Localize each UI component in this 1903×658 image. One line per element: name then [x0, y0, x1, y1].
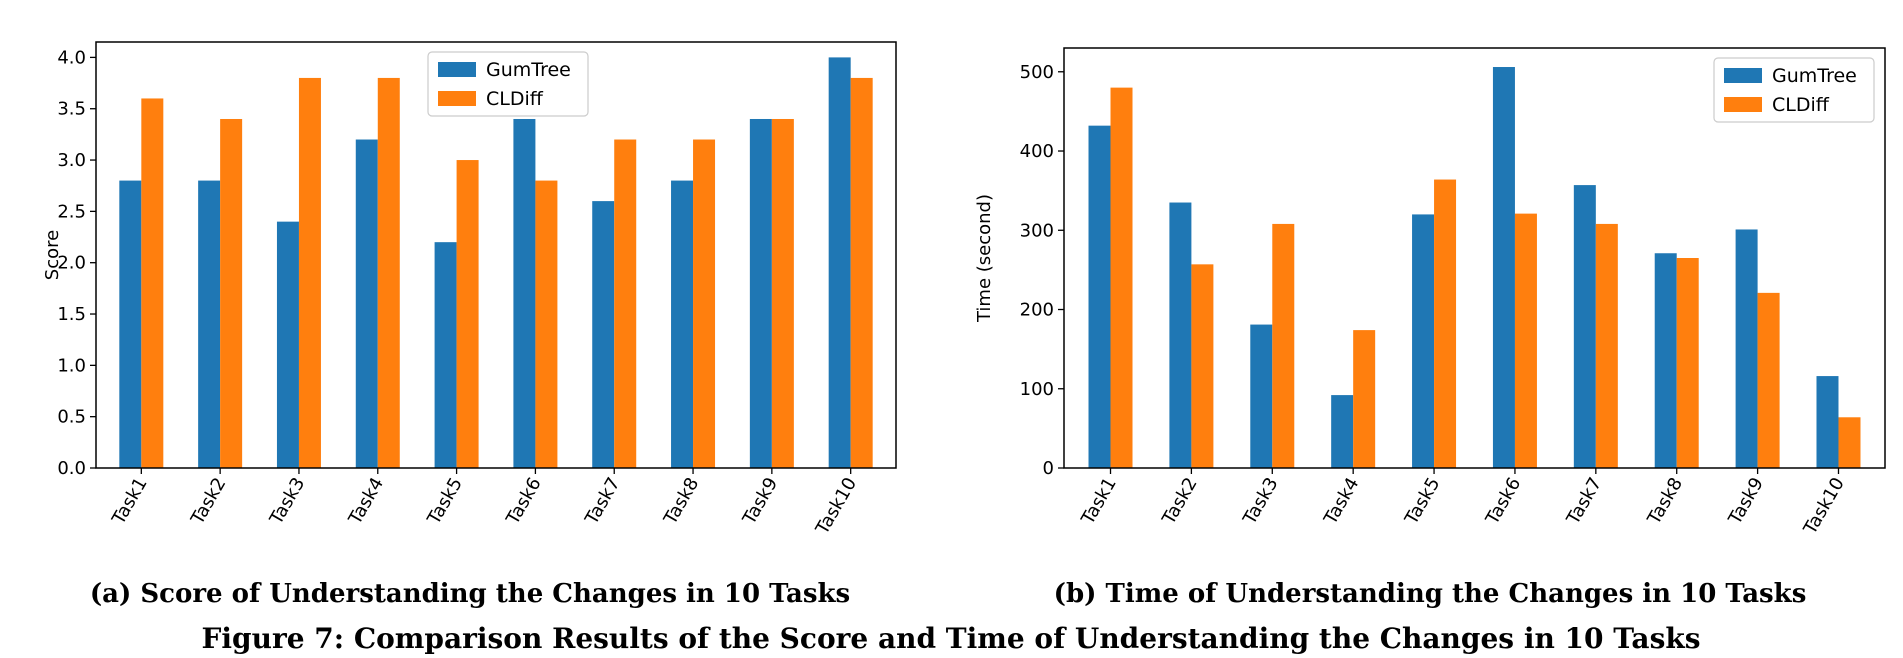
- bar-cldiff-task2: [1191, 264, 1214, 468]
- y-tick-label: 500: [1020, 62, 1054, 83]
- x-tick-label: Task8: [660, 474, 704, 529]
- legend: GumTree CLDiff: [1713, 57, 1875, 123]
- legend-swatch-gumtree: [1724, 68, 1762, 83]
- bar-cldiff-task9: [771, 118, 794, 469]
- y-tick-label: 2.0: [57, 253, 86, 274]
- y-tick-label: 1.5: [57, 304, 86, 325]
- bar-gumtree-task6: [1492, 67, 1515, 469]
- x-tick-label: Task9: [1724, 474, 1768, 529]
- bar-cldiff-task3: [298, 77, 321, 469]
- figure-caption: Figure 7: Comparison Results of the Scor…: [202, 622, 1701, 655]
- bar-gumtree-task5: [434, 242, 457, 468]
- bar-gumtree-task4: [1331, 395, 1354, 468]
- x-tick-label: Task1: [108, 474, 152, 529]
- plot-frame: [95, 41, 897, 469]
- bar-cldiff-task8: [693, 139, 716, 468]
- y-tick-label: 0.0: [57, 458, 86, 479]
- y-tick-label: 3.5: [57, 99, 86, 120]
- bar-gumtree-task10: [828, 57, 851, 469]
- bar-gumtree-task4: [355, 139, 378, 468]
- caption-a: (a) Score of Understanding the Changes i…: [90, 579, 850, 609]
- legend-swatch-cldiff: [438, 91, 476, 106]
- y-tick-label: 3.0: [57, 150, 86, 171]
- bar-gumtree-task10: [1816, 376, 1839, 468]
- x-tick-label: Task10: [1799, 474, 1849, 539]
- bar-gumtree-task8: [671, 180, 694, 468]
- y-tick-label: 2.5: [57, 201, 86, 222]
- bar-cldiff-task5: [1434, 179, 1457, 468]
- bar-cldiff-task10: [850, 77, 873, 469]
- x-tick-label: Task4: [344, 474, 388, 529]
- legend-swatch-cldiff: [1724, 97, 1762, 112]
- bar-cldiff-task7: [614, 139, 637, 468]
- legend-swatch-gumtree: [438, 62, 476, 77]
- x-tick-label: Task6: [502, 474, 546, 529]
- x-tick-label: Task5: [1401, 474, 1445, 529]
- caption-b: (b) Time of Understanding the Changes in…: [1054, 579, 1807, 609]
- bar-cldiff-task7: [1595, 223, 1618, 468]
- bar-gumtree-task1: [119, 180, 142, 468]
- y-tick-label: 400: [1020, 141, 1054, 162]
- bar-gumtree-task8: [1654, 253, 1677, 468]
- x-tick-label: Task7: [581, 474, 625, 529]
- bar-cldiff-task9: [1757, 292, 1780, 468]
- x-tick-label: Task1: [1077, 474, 1121, 529]
- x-tick-label: Task7: [1562, 474, 1606, 529]
- bar-cldiff-task8: [1676, 258, 1699, 468]
- x-tick-label: Task9: [738, 474, 782, 529]
- bar-gumtree-task3: [276, 221, 299, 468]
- bar-gumtree-task7: [1573, 185, 1596, 468]
- y-tick-label: 300: [1020, 220, 1054, 241]
- bar-gumtree-task2: [1169, 202, 1192, 468]
- x-tick-label: Task6: [1481, 474, 1525, 529]
- y-tick-label: 1.0: [57, 355, 86, 376]
- bar-cldiff-task6: [1514, 213, 1537, 468]
- bar-cldiff-task10: [1838, 417, 1861, 468]
- y-tick-label: 0.5: [57, 407, 86, 428]
- chart-time: 0 100 200 300 400 500 Task1 Task2 Task3 Task4 Task…: [974, 47, 1886, 539]
- x-tick-label: Task10: [811, 474, 861, 539]
- x-tick-label: Task2: [187, 474, 231, 529]
- y-tick-label: 200: [1020, 300, 1054, 321]
- bar-cldiff-task3: [1272, 223, 1295, 468]
- bar-cldiff-task5: [456, 160, 479, 468]
- bar-cldiff-task1: [141, 98, 164, 469]
- y-axis-label: Time (second): [974, 194, 995, 323]
- plot-frame: [1063, 47, 1886, 469]
- y-axis-label: Score: [42, 230, 63, 280]
- bar-gumtree-task9: [1735, 229, 1758, 468]
- x-tick-label: Task5: [423, 474, 467, 529]
- legend-label-gumtree: GumTree: [486, 59, 571, 81]
- bar-cldiff-task4: [1353, 330, 1376, 468]
- bar-cldiff-task2: [220, 118, 243, 469]
- x-tick-label: Task4: [1320, 474, 1364, 529]
- bar-gumtree-task6: [513, 118, 536, 469]
- legend-label-cldiff: CLDiff: [1772, 94, 1830, 116]
- legend-label-cldiff: CLDiff: [486, 88, 544, 110]
- bar-gumtree-task1: [1088, 125, 1111, 469]
- x-tick-label: Task3: [1239, 474, 1283, 529]
- x-tick-label: Task8: [1643, 474, 1687, 529]
- y-tick-label: 100: [1020, 379, 1054, 400]
- x-tick-label: Task3: [265, 474, 309, 529]
- y-tick-label: 4.0: [57, 47, 86, 68]
- bar-gumtree-task9: [749, 118, 772, 469]
- bar-gumtree-task3: [1250, 324, 1273, 468]
- legend: GumTree CLDiff: [427, 51, 589, 117]
- bar-cldiff-task1: [1110, 87, 1133, 468]
- y-tick-label: 0: [1043, 458, 1054, 479]
- bar-cldiff-task4: [377, 77, 400, 469]
- legend-label-gumtree: GumTree: [1772, 65, 1857, 87]
- bar-gumtree-task2: [198, 180, 221, 468]
- chart-score: 0.0 0.5 1.0 1.5 2.0 2.5 3.0 3.5 4.0 Task1 Task2 Tas…: [42, 41, 897, 539]
- bar-gumtree-task7: [592, 201, 615, 468]
- bar-cldiff-task6: [535, 180, 558, 468]
- bar-gumtree-task5: [1412, 214, 1435, 468]
- x-tick-label: Task2: [1158, 474, 1202, 529]
